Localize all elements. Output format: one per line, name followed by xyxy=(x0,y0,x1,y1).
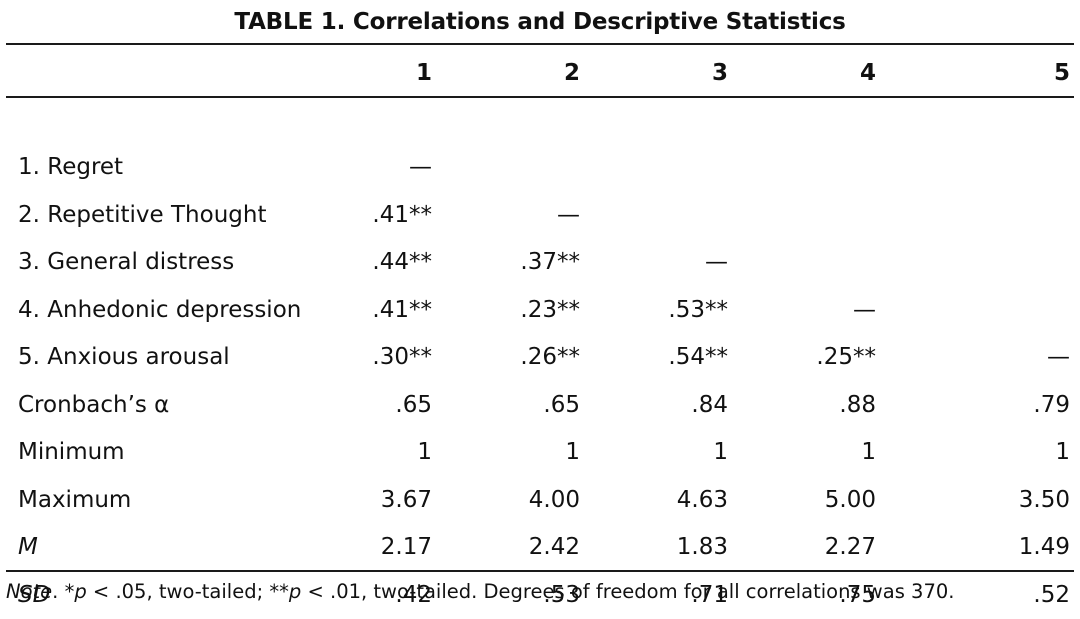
table-cell xyxy=(454,144,602,192)
row-label: 2. Repetitive Thought xyxy=(18,201,267,228)
table-cell: — xyxy=(1047,344,1070,371)
table-note: Note. *p < .05, two-tailed; **p < .01, t… xyxy=(6,578,954,606)
note-lead: Note xyxy=(6,580,53,603)
table-cell: 1.83 xyxy=(676,534,728,561)
table-cell: 4.00 xyxy=(528,486,580,513)
table-cell: .53** xyxy=(668,296,728,323)
table-cell: .65 xyxy=(395,391,432,418)
table-cell: .88 xyxy=(839,391,876,418)
column-header-1: 1 xyxy=(415,59,432,86)
row-label: M xyxy=(18,534,38,561)
row-label: 1. Regret xyxy=(18,154,124,181)
table-cell xyxy=(898,286,1074,334)
table-row: 5. Anxious arousal .30** .26** .54** .25… xyxy=(6,334,1074,382)
table-cell: .41** xyxy=(372,296,432,323)
table-cell: 1 xyxy=(417,439,432,466)
table-cell: .25** xyxy=(816,344,876,371)
table-cell: 2.42 xyxy=(528,534,580,561)
row-label: Cronbach’s α xyxy=(18,391,170,418)
table-cell: .75 xyxy=(839,581,876,608)
bottom-rule xyxy=(6,570,1074,572)
row-label: SD xyxy=(18,581,51,608)
table-cell: .44** xyxy=(372,249,432,276)
table-cell: — xyxy=(557,201,580,228)
table-cell: .26** xyxy=(520,344,580,371)
note-p-symbol: p xyxy=(74,580,87,603)
table-row: Minimum 1 1 1 1 1 xyxy=(6,429,1074,477)
row-label: Maximum xyxy=(18,486,132,513)
column-header-2: 2 xyxy=(563,59,580,86)
table-cell: 1 xyxy=(565,439,580,466)
table-cell: .23** xyxy=(520,296,580,323)
note-p-symbol: p xyxy=(288,580,302,603)
row-label: Minimum xyxy=(18,439,125,466)
correlation-table: 1 2 3 4 5 1. Regret — 2. Repetitive Thou… xyxy=(6,49,1074,619)
header-row: 1 2 3 4 5 xyxy=(6,49,1074,96)
table-row: SD .42 .53 .71 .75 .52 xyxy=(6,571,1074,619)
table-cell: — xyxy=(409,154,432,181)
table-cell xyxy=(898,144,1074,192)
table-cell xyxy=(602,191,750,239)
table-row: Cronbach’s α .65 .65 .84 .88 .79 xyxy=(6,381,1074,429)
table-row: 3. General distress .44** .37** — xyxy=(6,239,1074,287)
table-cell: 3.50 xyxy=(1018,486,1070,513)
table-cell: — xyxy=(705,249,728,276)
top-rule xyxy=(6,43,1074,45)
table-cell: .84 xyxy=(691,391,728,418)
column-header-4: 4 xyxy=(859,59,876,86)
table-cell: — xyxy=(853,296,876,323)
table-cell: .37** xyxy=(520,249,580,276)
table-row: 1. Regret — xyxy=(6,144,1074,192)
row-label: 4. Anhedonic depression xyxy=(18,296,302,323)
table-cell xyxy=(898,239,1074,287)
table-cell: .41** xyxy=(372,201,432,228)
column-header-5: 5 xyxy=(1053,59,1070,86)
table-cell: .30** xyxy=(372,344,432,371)
table-cell: .79 xyxy=(1033,391,1070,418)
table-cell: 5.00 xyxy=(824,486,876,513)
table-cell: 1.49 xyxy=(1018,534,1070,561)
table-cell: 4.63 xyxy=(676,486,728,513)
table-row: 4. Anhedonic depression .41** .23** .53*… xyxy=(6,286,1074,334)
header-rule xyxy=(6,96,1074,98)
table-cell: .52 xyxy=(1033,581,1070,608)
column-header-label xyxy=(6,49,306,96)
note-text: . * xyxy=(52,580,75,603)
table-row: Maximum 3.67 4.00 4.63 5.00 3.50 xyxy=(6,476,1074,524)
table-cell: 1 xyxy=(861,439,876,466)
note-text: < .01, two-tailed. Degrees of freedom fo… xyxy=(301,580,955,603)
row-label: 3. General distress xyxy=(18,249,235,276)
table-cell xyxy=(750,144,898,192)
table-cell: .53 xyxy=(543,581,580,608)
table-cell: .71 xyxy=(691,581,728,608)
column-header-3: 3 xyxy=(711,59,728,86)
table-row: 2. Repetitive Thought .41** — xyxy=(6,191,1074,239)
table-cell xyxy=(602,144,750,192)
table-title: TABLE 1. Correlations and Descriptive St… xyxy=(234,9,846,35)
table-cell xyxy=(750,191,898,239)
table-cell: 2.17 xyxy=(380,534,432,561)
table-row: M 2.17 2.42 1.83 2.27 1.49 xyxy=(6,524,1074,572)
row-label: 5. Anxious arousal xyxy=(18,344,230,371)
note-text: < .05, two-tailed; ** xyxy=(86,580,289,603)
table-cell: .42 xyxy=(395,581,432,608)
table-cell: 1 xyxy=(1055,439,1070,466)
table-cell xyxy=(750,239,898,287)
table-cell: 1 xyxy=(713,439,728,466)
table-cell: .54** xyxy=(668,344,728,371)
table-cell: 3.67 xyxy=(380,486,432,513)
table-cell: .65 xyxy=(543,391,580,418)
table-cell: 2.27 xyxy=(824,534,876,561)
table-cell xyxy=(898,191,1074,239)
